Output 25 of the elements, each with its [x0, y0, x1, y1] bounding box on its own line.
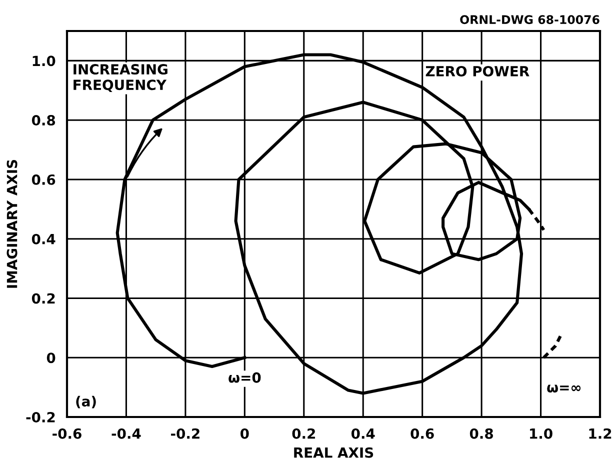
- x-tick-label: 0.8: [470, 428, 493, 439]
- annotation: ω=0: [228, 372, 261, 383]
- y-tick-label: 0.2: [32, 293, 55, 304]
- x-tick-label: -0.2: [171, 428, 200, 439]
- y-tick-label: -0.2: [26, 412, 55, 422]
- y-tick-label: 1.0: [32, 56, 56, 66]
- y-tick-label: 0.4: [32, 234, 56, 244]
- x-tick-label: 0.4: [351, 428, 375, 439]
- annotation: ω=∞: [547, 384, 581, 393]
- annotation: ZERO POWER: [426, 66, 530, 76]
- y-tick-label: 0.8: [32, 115, 56, 126]
- annotation: INCREASING FREQUENCY: [74, 64, 168, 92]
- x-tick-label: 0: [240, 428, 249, 439]
- x-tick-label: 0.2: [292, 428, 315, 439]
- y-axis-title: IMAGINARY AXIS: [6, 160, 18, 288]
- x-tick-label: 1.2: [589, 428, 612, 439]
- y-tick-label: 0: [46, 352, 56, 364]
- y-tick-label: 0.6: [32, 174, 56, 185]
- x-tick-label: 0.6: [410, 428, 434, 439]
- x-tick-label: 1.0: [530, 428, 552, 439]
- annotation: (a): [76, 396, 96, 408]
- text: ORNL-DWG 68-10076: [460, 15, 600, 24]
- x-tick-label: -0.4: [112, 428, 141, 439]
- x-tick-label: -0.6: [52, 428, 82, 439]
- x-axis-title: REAL AXIS: [294, 447, 374, 458]
